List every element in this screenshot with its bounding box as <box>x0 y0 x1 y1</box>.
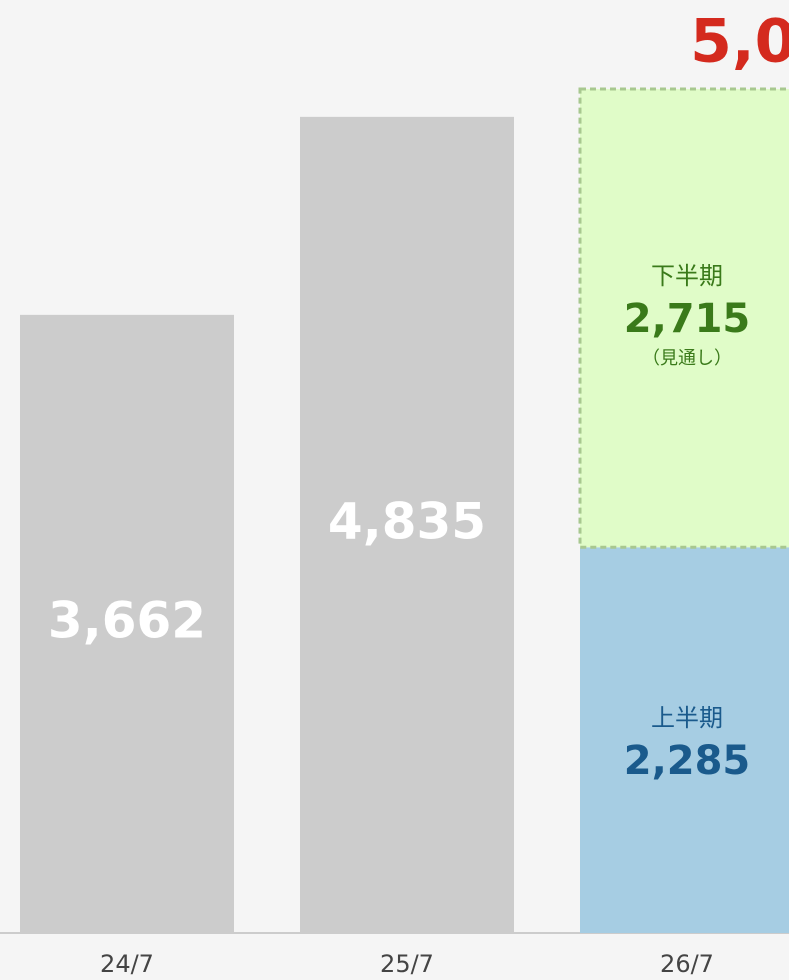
series-label: 下半期 <box>651 262 723 290</box>
x-tick-label: 24/7 <box>100 950 154 978</box>
total-label: 5,000 <box>690 7 789 77</box>
value-label: 2,285 <box>624 738 751 784</box>
x-tick-label: 26/7 <box>660 950 714 978</box>
series-label: 上半期 <box>651 704 723 732</box>
bar-segment <box>578 87 789 549</box>
value-label: 2,715 <box>624 296 751 342</box>
series-note: （見通し） <box>642 348 732 369</box>
bar-segment <box>300 116 514 934</box>
value-label: 3,662 <box>48 591 206 649</box>
bar-segment <box>20 314 234 934</box>
x-tick-label: 25/7 <box>380 950 434 978</box>
value-label: 4,835 <box>328 492 486 550</box>
bar-segment <box>580 547 789 933</box>
